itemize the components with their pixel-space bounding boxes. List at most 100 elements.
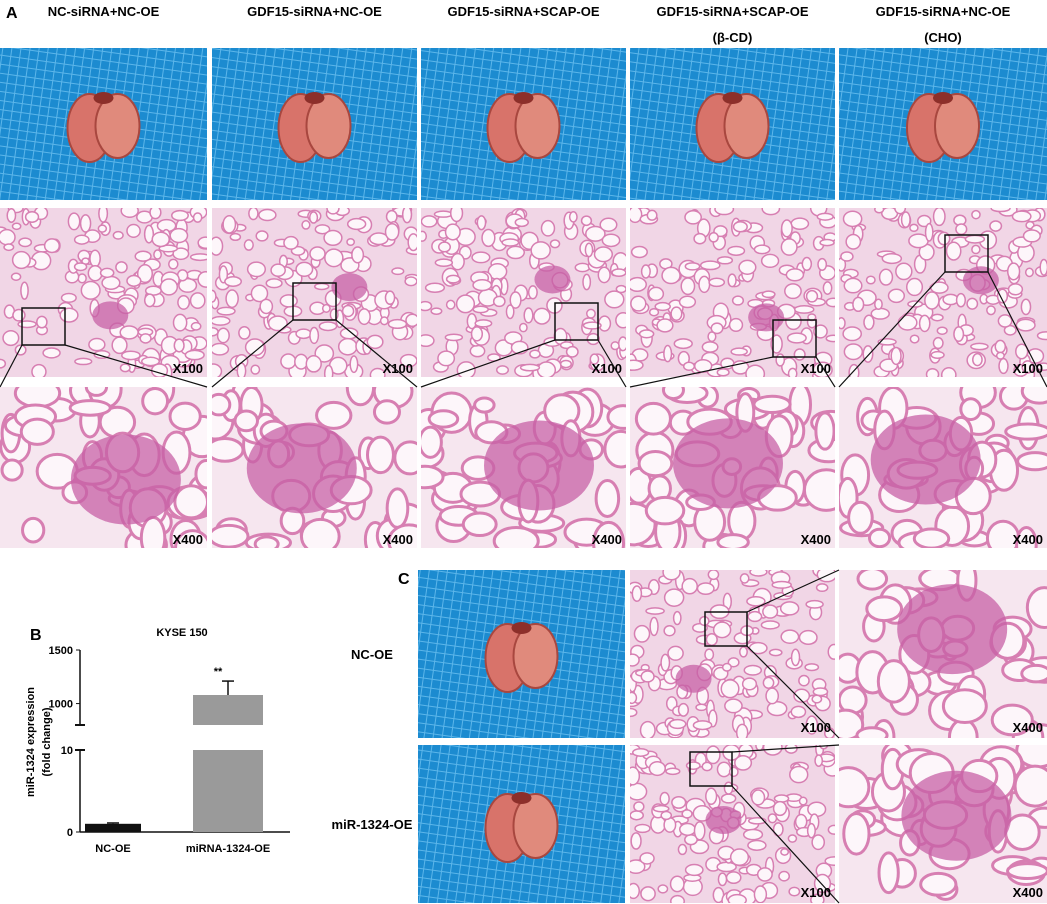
zoom-box [292, 282, 337, 321]
alveolus [919, 871, 958, 897]
lung-lobe [305, 93, 352, 159]
magnification-label: X400 [173, 532, 203, 547]
alveolus [748, 817, 767, 825]
alveolus [1036, 331, 1047, 341]
alveolus [189, 253, 207, 262]
alveolus [1013, 764, 1047, 808]
alveolus [150, 363, 169, 377]
alveolus [678, 822, 697, 836]
lung-lobe [94, 93, 141, 159]
alveolus [912, 527, 951, 548]
alveolus [68, 399, 112, 417]
alveolus [731, 295, 745, 306]
alveolus [212, 436, 245, 463]
alveolus [233, 409, 259, 433]
alveolus [471, 251, 491, 264]
alveolus [994, 339, 1007, 354]
alveolus [870, 307, 890, 320]
alveolus [798, 629, 818, 645]
alveolus [514, 217, 529, 228]
alveolus [677, 702, 690, 717]
alveolus [212, 289, 217, 303]
alveolus [680, 277, 696, 296]
alveolus [469, 344, 486, 358]
alveolus [60, 292, 77, 303]
histology [839, 745, 1047, 903]
alveolus [24, 210, 40, 223]
alveolus [630, 276, 647, 292]
alveolus [724, 698, 743, 714]
alveolus [455, 294, 476, 314]
zoom-box [944, 234, 989, 273]
alveolus [536, 361, 557, 377]
alveolus [421, 464, 445, 490]
alveolus [153, 249, 162, 260]
zoom-line [0, 344, 23, 388]
alveolus [730, 347, 748, 356]
x-tick-label: NC-OE [95, 843, 130, 855]
zoom-line [731, 744, 840, 753]
alveolus [119, 325, 139, 340]
alveolus [874, 298, 883, 310]
alveolus [13, 387, 62, 409]
alveolus [765, 687, 780, 705]
alveolus [115, 261, 128, 274]
alveolus [725, 871, 742, 885]
y-axis-label: miR-1324 expression [25, 687, 37, 797]
alveolus [739, 573, 750, 584]
zoom-box [689, 751, 733, 787]
magnification-label: X400 [383, 532, 413, 547]
alveolus [699, 260, 721, 271]
alveolus [527, 285, 538, 300]
alveolus [714, 208, 735, 216]
alveolus [592, 520, 626, 548]
alveolus [194, 458, 207, 490]
alveolus [259, 298, 274, 315]
alveolus [822, 281, 833, 295]
tumor-nodule [897, 584, 1008, 675]
alveolus [387, 318, 408, 330]
bar [193, 695, 263, 725]
zoom-line [987, 271, 1047, 388]
magnification-label: X100 [801, 885, 831, 900]
alveolus [669, 875, 685, 893]
tumor-nodule [901, 770, 1012, 861]
alveolus [168, 258, 179, 270]
alveolus [501, 238, 520, 247]
histology [421, 208, 626, 377]
alveolus [10, 272, 22, 281]
alveolus [734, 754, 753, 771]
alveolus [136, 264, 154, 284]
alveolus [301, 220, 311, 230]
alveolus [762, 745, 783, 756]
alveolus [806, 822, 816, 839]
zoom-line [420, 339, 556, 388]
tumor-nodule [705, 806, 742, 835]
alveolus [0, 358, 7, 369]
alveolus [693, 232, 707, 245]
magnification-label: X100 [592, 361, 622, 376]
alveolus [701, 341, 719, 353]
alveolus [816, 570, 835, 583]
alveolus [171, 209, 189, 222]
alveolus [1004, 422, 1047, 441]
alveolus [405, 313, 417, 328]
alveolus [867, 527, 892, 548]
alveolus [111, 336, 128, 355]
alveolus [309, 246, 326, 262]
alveolus [784, 283, 802, 300]
alveolus [2, 329, 20, 347]
alveolus [775, 353, 786, 367]
alveolus [238, 325, 251, 340]
alveolus [421, 215, 438, 228]
alveolus [905, 277, 924, 297]
alveolus [305, 355, 322, 373]
alveolus [772, 822, 784, 837]
alveolus [630, 653, 640, 667]
alveolus [611, 268, 626, 277]
alveolus [346, 217, 367, 231]
alveolus [212, 523, 250, 548]
alveolus [243, 239, 254, 251]
magnification-label: X100 [383, 361, 413, 376]
alveolus [1024, 267, 1034, 278]
